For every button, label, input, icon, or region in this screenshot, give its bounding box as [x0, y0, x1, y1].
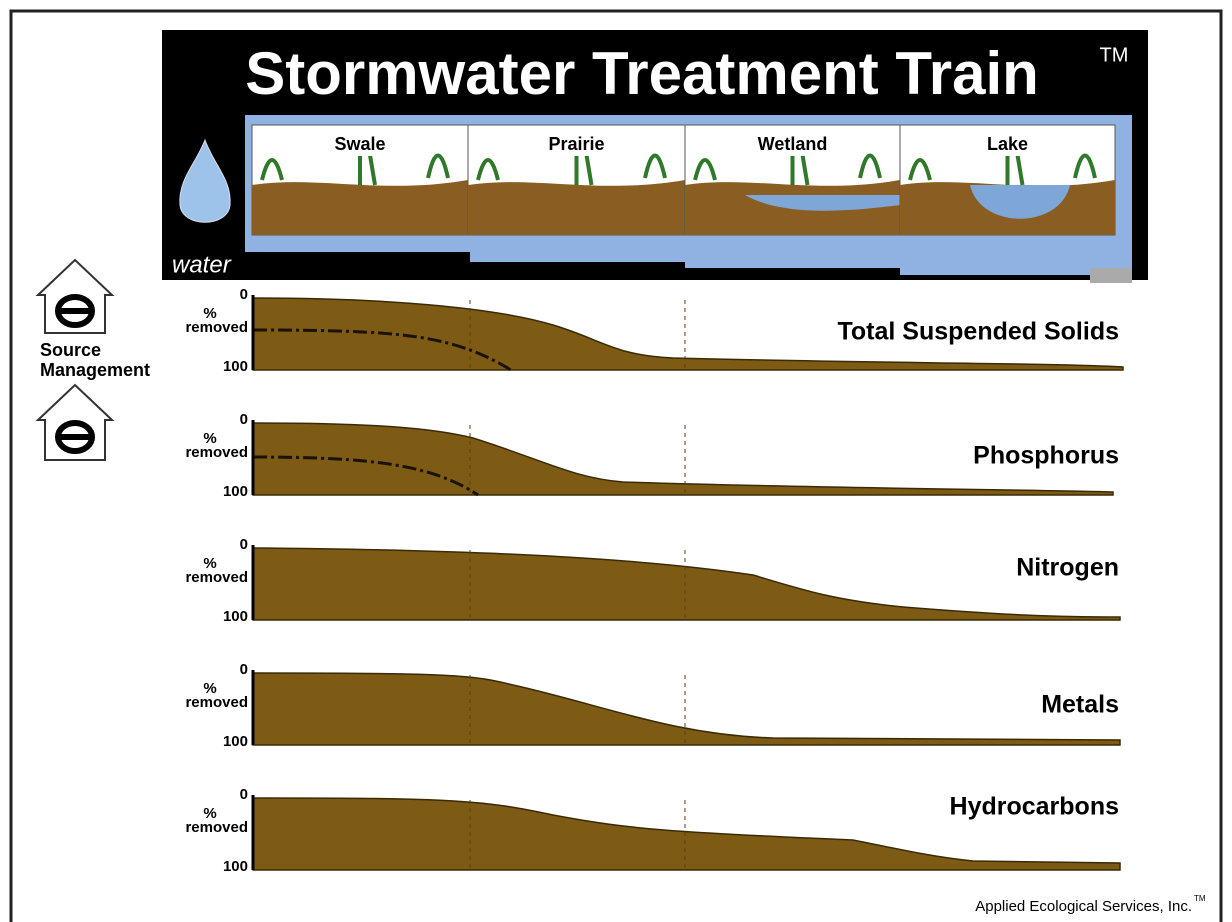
scale-bottom: 100 — [223, 858, 248, 875]
stage-label: Wetland — [758, 134, 828, 154]
page: Stormwater Treatment Train TM water Swal… — [0, 0, 1232, 922]
scale-top: 0 — [240, 286, 248, 303]
pollutant-name: Total Suspended Solids — [837, 318, 1119, 346]
scale-bottom: 100 — [223, 483, 248, 500]
scale-bottom: 100 — [223, 608, 248, 625]
arrow-head — [1090, 268, 1132, 283]
title: Stormwater Treatment Train — [245, 40, 1039, 107]
water-label: water — [172, 251, 232, 278]
scale-label: removed — [185, 694, 248, 711]
stages: Swale Prairie Wetland Lake — [252, 125, 1115, 235]
pollutant-name: Nitrogen — [1016, 554, 1119, 582]
stage-label: Swale — [334, 134, 385, 154]
scale-label: removed — [185, 319, 248, 336]
scale-label: removed — [185, 444, 248, 461]
scale-bottom: 100 — [223, 358, 248, 375]
pollutant-name: Phosphorus — [973, 442, 1119, 470]
source-word: Management — [40, 360, 150, 380]
scale-top: 0 — [240, 536, 248, 553]
trademark: TM — [1100, 44, 1129, 66]
scale-top: 0 — [240, 411, 248, 428]
source-word: Source — [40, 340, 101, 360]
stage-label: Prairie — [548, 134, 604, 154]
stage-label: Lake — [987, 134, 1028, 154]
credit-trademark: TM — [1194, 894, 1206, 903]
scale-top: 0 — [240, 786, 248, 803]
scale-label: removed — [185, 819, 248, 836]
scale-label: removed — [185, 569, 248, 586]
pollutant-name: Hydrocarbons — [950, 793, 1119, 821]
stage-soil — [252, 180, 468, 235]
stage-soil — [468, 180, 685, 235]
scale-top: 0 — [240, 661, 248, 678]
infographic: Stormwater Treatment Train TM water Swal… — [0, 0, 1232, 922]
scale-bottom: 100 — [223, 733, 248, 750]
pollutant-name: Metals — [1041, 691, 1119, 719]
credit: Applied Ecological Services, Inc. — [975, 898, 1192, 915]
